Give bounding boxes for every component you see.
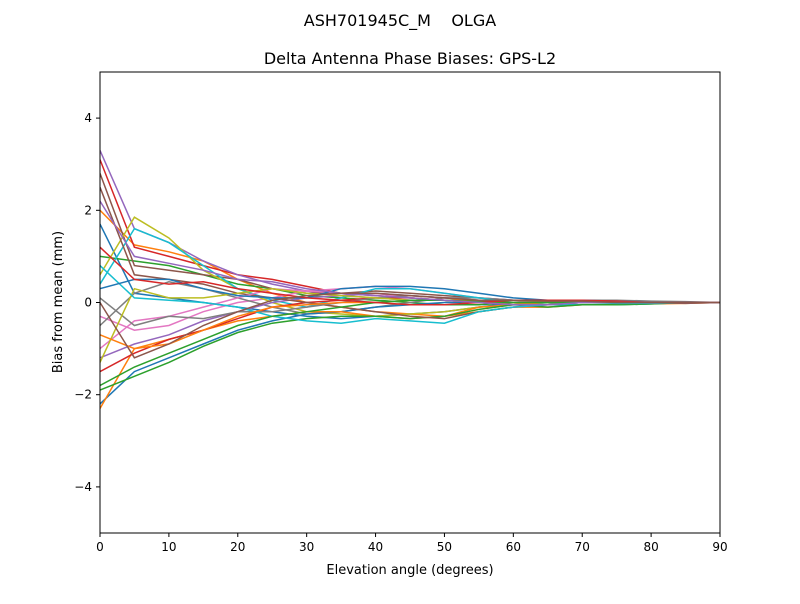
y-tick-label: −4 — [74, 480, 92, 494]
figure-suptitle: ASH701945C_M OLGA — [304, 11, 496, 31]
y-axis-label: Bias from mean (mm) — [51, 231, 66, 373]
x-tick-label: 20 — [230, 540, 245, 554]
series-line-5 — [100, 150, 720, 304]
y-axis: −4 −2 0 2 4 — [74, 111, 100, 494]
x-tick-label: 0 — [96, 540, 104, 554]
series-line-16 — [100, 187, 720, 320]
y-tick-label: 4 — [84, 111, 92, 125]
x-tick-label: 30 — [299, 540, 314, 554]
series-group — [100, 150, 720, 409]
series-line-13 — [100, 301, 720, 391]
y-tick-label: −2 — [74, 388, 92, 402]
series-line-24 — [100, 246, 720, 306]
series-line-20 — [100, 265, 720, 324]
x-tick-label: 80 — [643, 540, 658, 554]
x-axis-label: Elevation angle (degrees) — [326, 563, 493, 578]
x-tick-label: 70 — [575, 540, 590, 554]
series-line-23 — [100, 299, 720, 387]
x-tick-label: 10 — [161, 540, 176, 554]
y-tick-label: 0 — [84, 296, 92, 310]
x-tick-label: 50 — [437, 540, 452, 554]
x-axis: 0 10 20 30 40 50 60 70 80 90 — [96, 533, 728, 554]
series-line-26 — [100, 292, 720, 359]
x-tick-label: 40 — [368, 540, 383, 554]
y-tick-label: 2 — [84, 203, 92, 217]
chart-title: Delta Antenna Phase Biases: GPS-L2 — [264, 49, 556, 68]
x-tick-label: 90 — [712, 540, 727, 554]
x-tick-label: 60 — [506, 540, 521, 554]
